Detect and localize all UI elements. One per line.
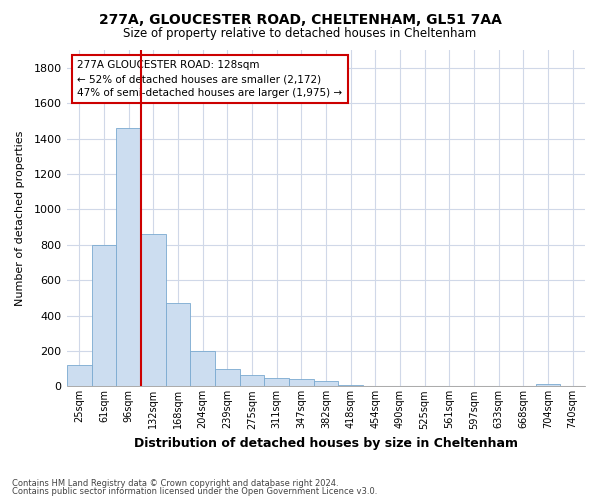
Bar [536,384,560,386]
Text: Contains public sector information licensed under the Open Government Licence v3: Contains public sector information licen… [12,487,377,496]
Y-axis label: Number of detached properties: Number of detached properties [15,130,25,306]
X-axis label: Distribution of detached houses by size in Cheltenham: Distribution of detached houses by size … [134,437,518,450]
Bar [141,234,166,386]
Bar [116,128,141,386]
Bar [314,381,338,386]
Bar [190,351,215,386]
Bar [215,368,239,386]
Text: Size of property relative to detached houses in Cheltenham: Size of property relative to detached ho… [124,28,476,40]
Bar [265,378,289,386]
Text: 277A, GLOUCESTER ROAD, CHELTENHAM, GL51 7AA: 277A, GLOUCESTER ROAD, CHELTENHAM, GL51 … [98,12,502,26]
Bar [166,303,190,386]
Bar [338,384,363,386]
Text: Contains HM Land Registry data © Crown copyright and database right 2024.: Contains HM Land Registry data © Crown c… [12,478,338,488]
Bar [92,245,116,386]
Bar [239,375,265,386]
Text: 277A GLOUCESTER ROAD: 128sqm
← 52% of detached houses are smaller (2,172)
47% of: 277A GLOUCESTER ROAD: 128sqm ← 52% of de… [77,60,343,98]
Bar [67,365,92,386]
Bar [289,380,314,386]
